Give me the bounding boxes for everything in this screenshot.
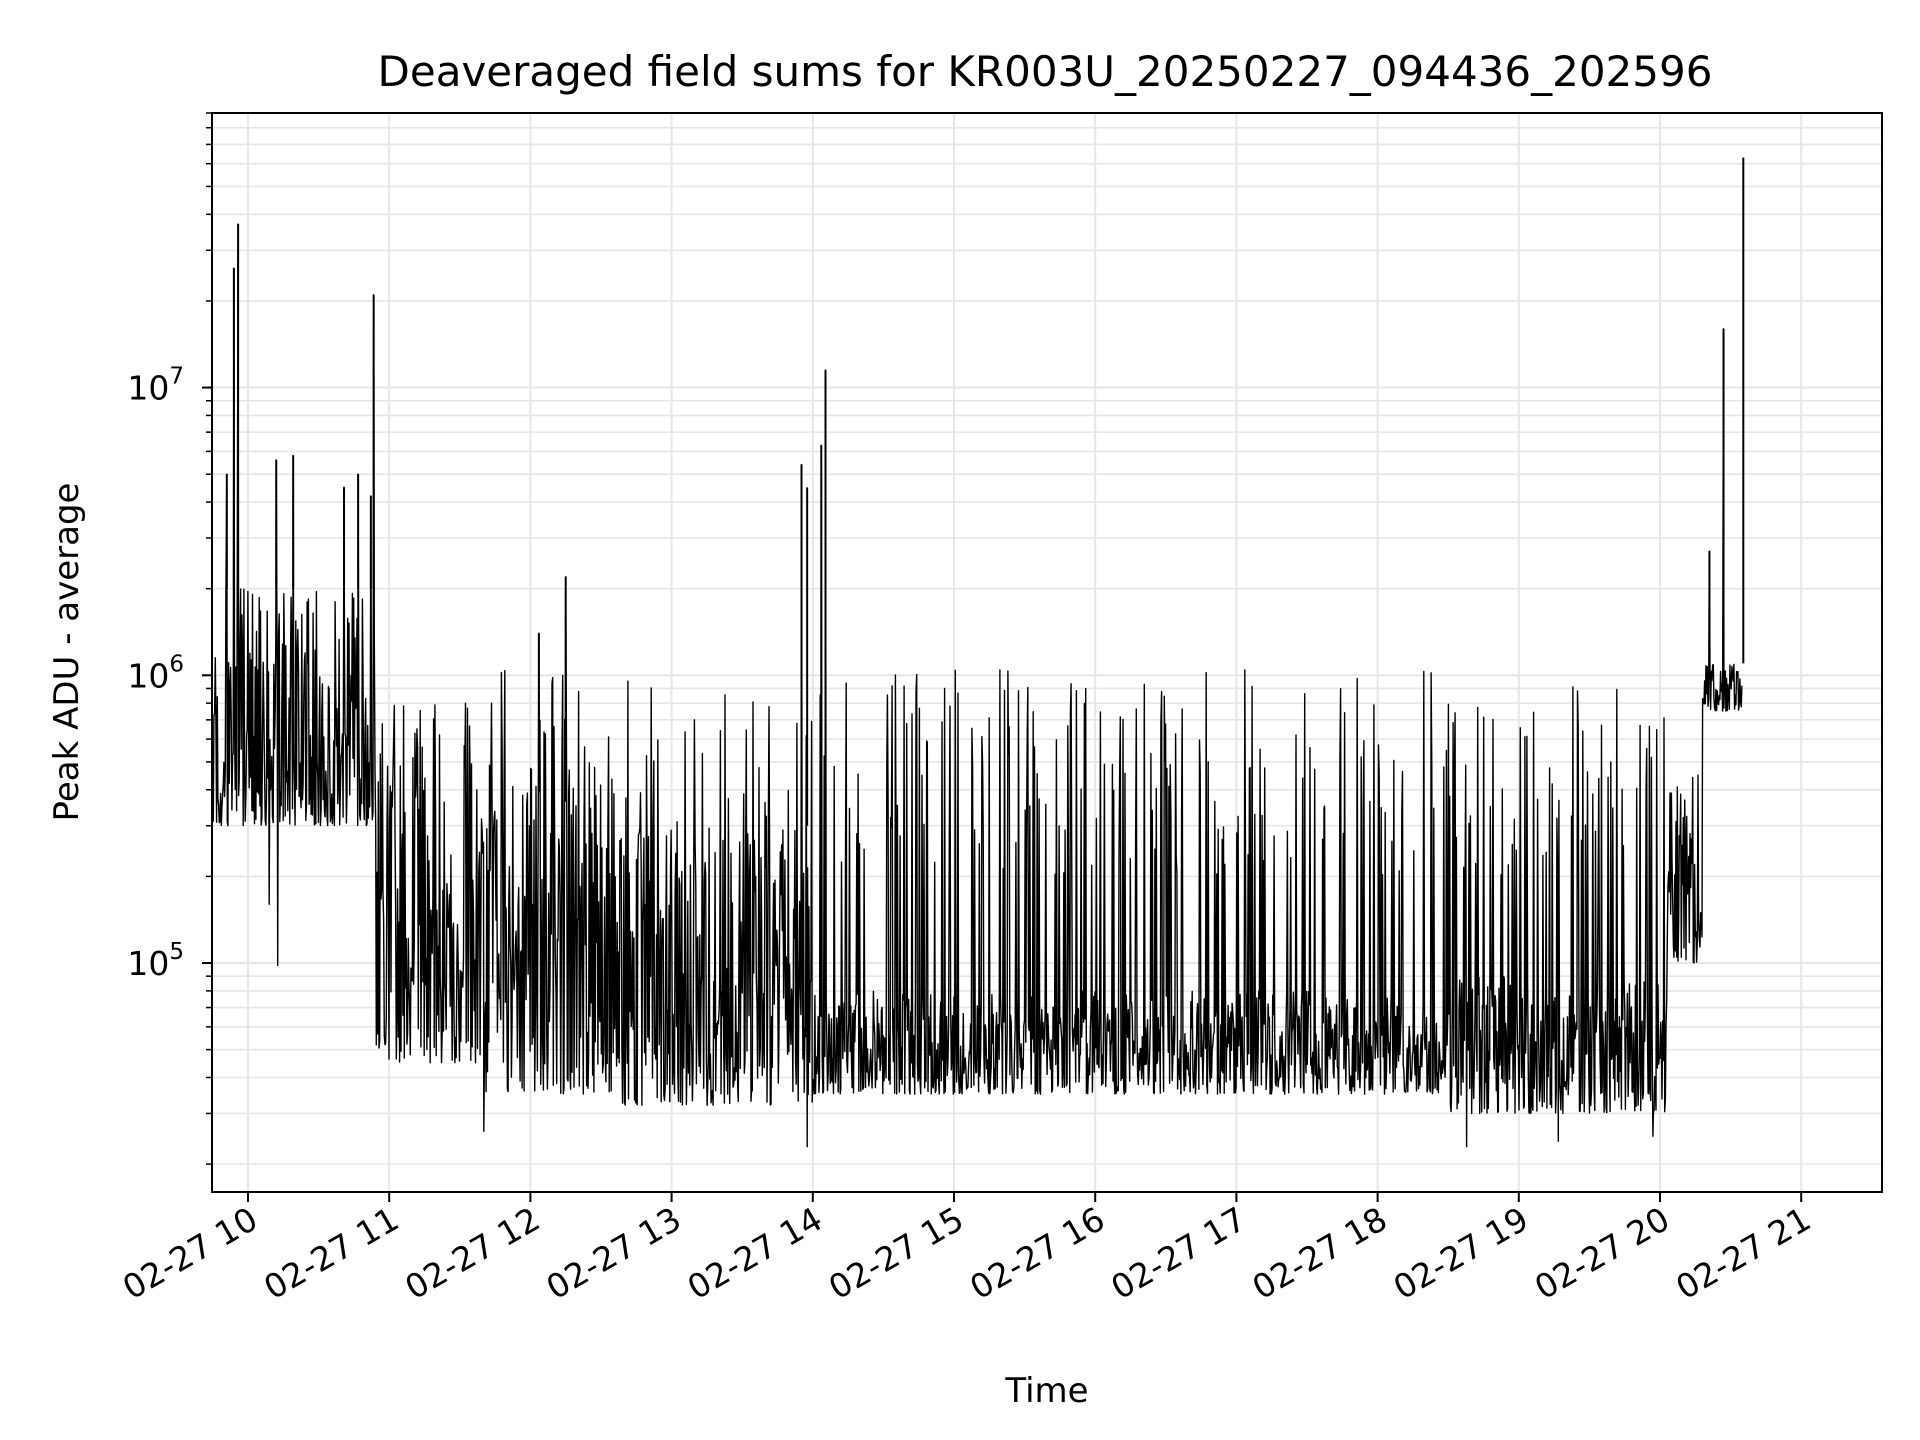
data-line xyxy=(211,157,1745,1148)
y-tick-label: 106 xyxy=(127,651,184,695)
y-axis: 105 106 107 xyxy=(127,112,212,1165)
y-tick-label: 107 xyxy=(127,364,184,408)
chart-title: Deaveraged field sums for KR003U_2025022… xyxy=(378,47,1713,96)
x-axis-label: Time xyxy=(1004,1371,1088,1411)
plot-frame xyxy=(211,112,1883,1193)
grid xyxy=(212,112,1882,1192)
series-line xyxy=(211,223,1743,1148)
y-axis-label: Peak ADU - average xyxy=(47,483,87,822)
y-tick-label: 105 xyxy=(127,939,184,983)
